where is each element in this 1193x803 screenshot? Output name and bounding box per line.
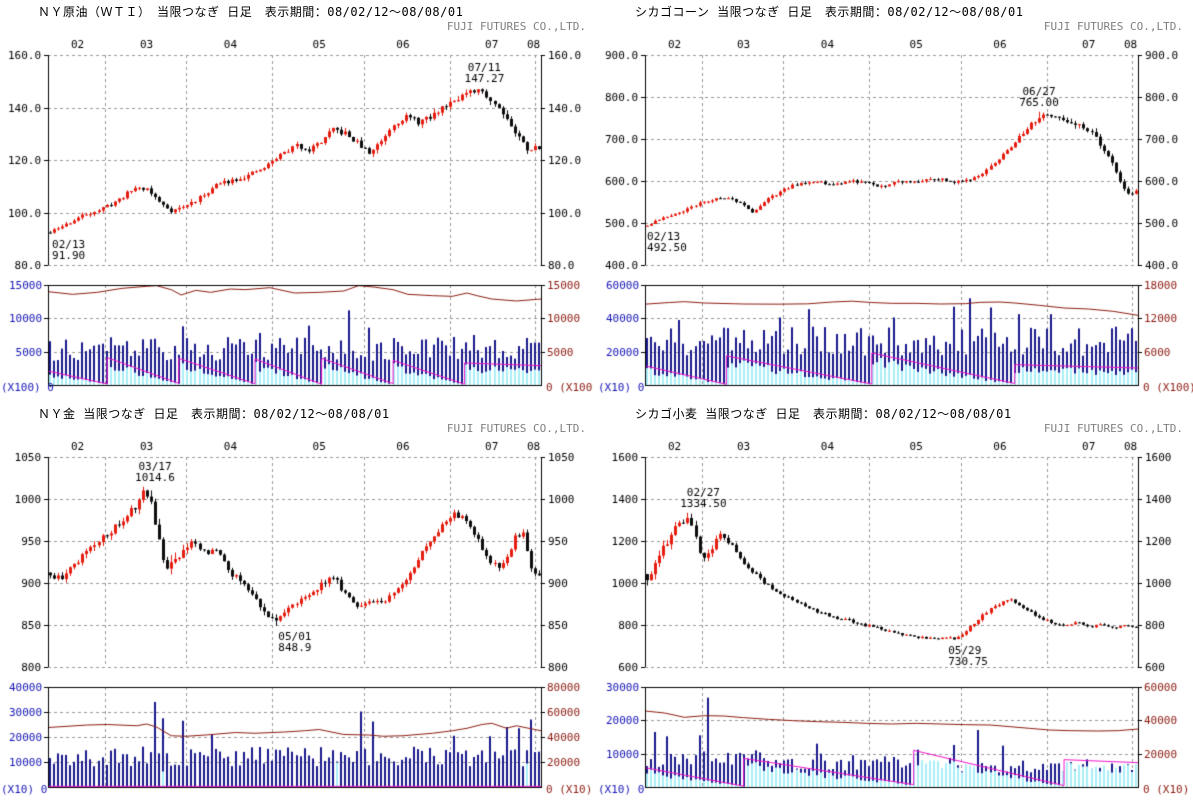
- chart-title-chicago-wheat: シカゴ小麦 当限つなぎ 日足 表示期間：08/02/12～08/08/01: [635, 407, 1012, 421]
- company-credit: FUJI FUTURES CO.,LTD.: [446, 20, 586, 33]
- chicago-corn-chart-canvas: [597, 0, 1193, 401]
- chicago-wheat-chart-canvas: [597, 402, 1193, 803]
- ny-gold-chart-canvas: [0, 402, 596, 803]
- ny-crude-wti-chart-canvas: [0, 0, 596, 401]
- panel-ny-gold: ＮＹ金 当限つなぎ 日足 表示期間：08/02/12～08/08/01 FUJI…: [0, 402, 596, 803]
- chart-title-ny-gold: ＮＹ金 当限つなぎ 日足 表示期間：08/02/12～08/08/01: [38, 407, 390, 421]
- panel-chicago-wheat: シカゴ小麦 当限つなぎ 日足 表示期間：08/02/12～08/08/01 FU…: [597, 402, 1193, 803]
- company-credit: FUJI FUTURES CO.,LTD.: [1043, 20, 1183, 33]
- company-credit: FUJI FUTURES CO.,LTD.: [446, 422, 586, 435]
- panel-chicago-corn: シカゴコーン 当限つなぎ 日足 表示期間：08/02/12～08/08/01 F…: [597, 0, 1193, 401]
- company-credit: FUJI FUTURES CO.,LTD.: [1043, 422, 1183, 435]
- panel-ny-crude-wti: ＮＹ原油（ＷＴＩ） 当限つなぎ 日足 表示期間：08/02/12～08/08/0…: [0, 0, 596, 401]
- chart-title-chicago-corn: シカゴコーン 当限つなぎ 日足 表示期間：08/02/12～08/08/01: [635, 5, 1024, 19]
- chart-title-ny-crude-wti: ＮＹ原油（ＷＴＩ） 当限つなぎ 日足 表示期間：08/02/12～08/08/0…: [38, 5, 464, 19]
